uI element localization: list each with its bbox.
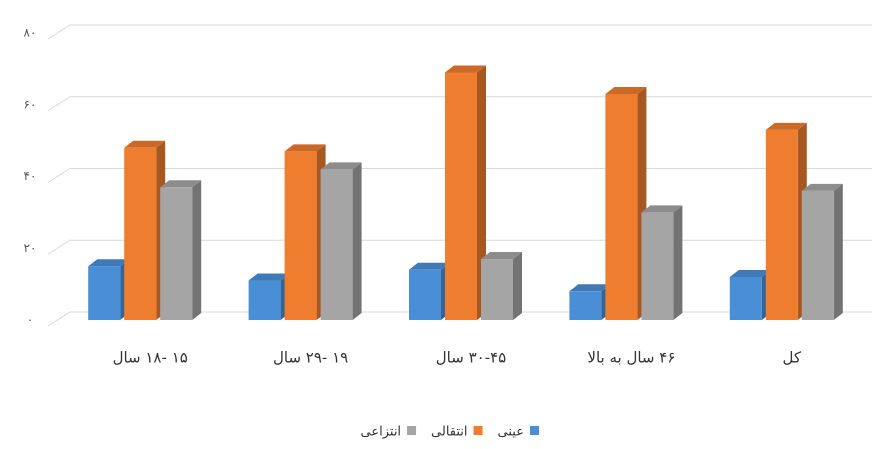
legend-swatch: [407, 426, 416, 435]
bar: [88, 266, 120, 320]
bar-side: [673, 205, 682, 320]
y-tick-label: ۲۰: [24, 241, 37, 255]
x-tick-label: ۱۵ -۱۸ سال: [113, 349, 188, 367]
legend-label: انتقالی: [431, 425, 468, 440]
bar: [409, 270, 441, 320]
bar: [802, 191, 834, 320]
y-tick-label: ۸۰: [24, 26, 37, 40]
bar-side: [834, 184, 843, 320]
legend-label: عینی: [498, 425, 524, 440]
bar: [124, 148, 156, 320]
grid-line: [48, 25, 872, 39]
bar-side: [513, 252, 522, 320]
y-tick-label: ۰: [27, 313, 33, 327]
legend-swatch: [474, 426, 483, 435]
x-tick-label: ۳۰-۴۵ سال: [436, 349, 506, 367]
bar: [481, 259, 513, 320]
legend-label: انتزاعی: [361, 425, 402, 440]
bar: [641, 212, 673, 320]
x-tick-label: ۴۶ سال به بالا: [587, 349, 675, 367]
bar-side: [353, 162, 362, 320]
bar: [321, 169, 353, 320]
bar: [730, 277, 762, 320]
bar: [285, 151, 317, 320]
x-tick-label: کل: [783, 349, 802, 367]
y-tick-label: ۶۰: [24, 97, 37, 111]
legend-swatch: [530, 426, 539, 435]
bar: [569, 291, 601, 320]
bar: [605, 94, 637, 320]
bar: [445, 72, 477, 320]
y-tick-label: ۴۰: [24, 169, 37, 183]
chart: ۰ ۲۰ ۴۰ ۶۰ ۸۰ ۱۵ -۱۸ سال ۱۹ -۲۹ سال ۳۰-۴۵ سال ۴۶…: [0, 0, 882, 449]
bar: [766, 130, 798, 320]
x-tick-label: ۱۹ -۲۹ سال: [273, 349, 348, 367]
bar-side: [192, 180, 201, 320]
bar: [249, 281, 281, 320]
bar: [160, 187, 192, 320]
